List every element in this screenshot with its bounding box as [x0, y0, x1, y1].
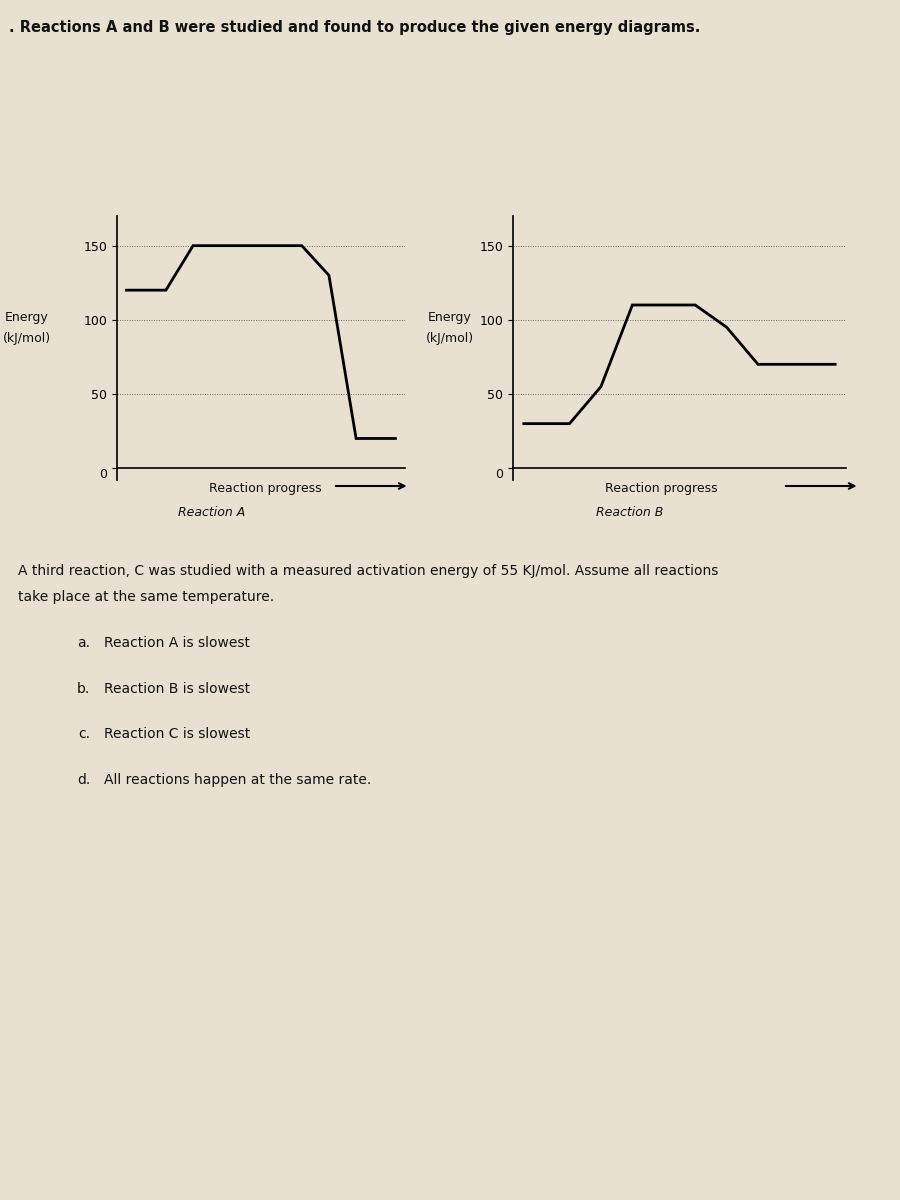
Text: Reaction C is slowest: Reaction C is slowest [104, 727, 250, 742]
Text: Reaction B: Reaction B [597, 506, 663, 520]
Text: All reactions happen at the same rate.: All reactions happen at the same rate. [104, 773, 371, 787]
Text: . Reactions A and B were studied and found to produce the given energy diagrams.: . Reactions A and B were studied and fou… [9, 20, 700, 35]
Text: Energy: Energy [5, 312, 49, 324]
Text: a.: a. [77, 636, 90, 650]
Text: d.: d. [76, 773, 90, 787]
Text: c.: c. [78, 727, 90, 742]
Text: b.: b. [76, 682, 90, 696]
Text: Reaction progress: Reaction progress [209, 482, 322, 496]
Text: take place at the same temperature.: take place at the same temperature. [18, 590, 274, 605]
Text: (kJ/mol): (kJ/mol) [3, 332, 51, 344]
Text: (kJ/mol): (kJ/mol) [426, 332, 474, 344]
Text: Energy: Energy [428, 312, 472, 324]
Text: Reaction A is slowest: Reaction A is slowest [104, 636, 249, 650]
Text: Reaction A: Reaction A [178, 506, 245, 520]
Text: A third reaction, C was studied with a measured activation energy of 55 KJ/mol. : A third reaction, C was studied with a m… [18, 564, 718, 578]
Text: Reaction B is slowest: Reaction B is slowest [104, 682, 249, 696]
Text: 0: 0 [100, 468, 107, 481]
Text: 0: 0 [496, 468, 503, 481]
Text: Reaction progress: Reaction progress [605, 482, 718, 496]
